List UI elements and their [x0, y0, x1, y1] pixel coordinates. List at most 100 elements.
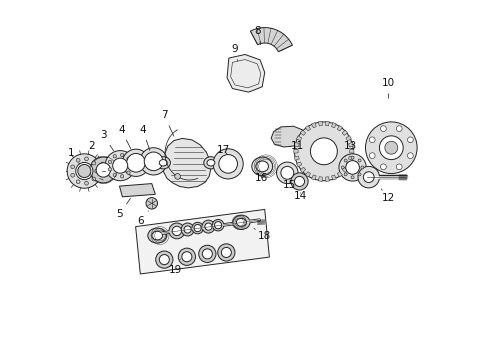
Text: 7: 7 [161, 111, 174, 136]
Circle shape [122, 149, 149, 176]
Circle shape [276, 162, 298, 184]
Ellipse shape [152, 231, 163, 240]
Circle shape [121, 175, 124, 178]
Text: 1: 1 [68, 148, 79, 164]
Circle shape [346, 161, 359, 174]
Polygon shape [300, 167, 306, 172]
Text: 4: 4 [118, 125, 131, 149]
Circle shape [121, 153, 124, 157]
Circle shape [192, 222, 203, 234]
Circle shape [127, 157, 130, 160]
Circle shape [281, 166, 294, 179]
Polygon shape [348, 156, 353, 160]
Polygon shape [296, 136, 302, 141]
Text: 9: 9 [231, 44, 238, 61]
Polygon shape [300, 130, 306, 135]
Circle shape [381, 126, 386, 131]
Circle shape [344, 173, 347, 176]
Polygon shape [250, 28, 293, 52]
Text: 15: 15 [283, 180, 296, 190]
Circle shape [67, 154, 101, 188]
Circle shape [369, 137, 375, 143]
Circle shape [159, 255, 170, 265]
Text: 3: 3 [100, 130, 114, 151]
Circle shape [379, 136, 403, 159]
Polygon shape [332, 175, 336, 180]
Circle shape [178, 248, 196, 265]
Polygon shape [346, 162, 351, 167]
Circle shape [339, 154, 366, 181]
Circle shape [218, 244, 235, 261]
Polygon shape [227, 54, 265, 92]
Text: 6: 6 [138, 211, 148, 226]
Circle shape [212, 220, 224, 231]
Circle shape [341, 166, 344, 169]
Circle shape [205, 223, 212, 230]
Polygon shape [332, 122, 336, 128]
Text: 10: 10 [382, 78, 395, 98]
Ellipse shape [256, 161, 269, 172]
Circle shape [113, 154, 117, 158]
Circle shape [184, 226, 191, 233]
Ellipse shape [204, 157, 218, 169]
Circle shape [408, 153, 413, 158]
Circle shape [92, 177, 96, 181]
Circle shape [91, 157, 116, 183]
Ellipse shape [236, 219, 246, 226]
Polygon shape [294, 156, 299, 160]
Circle shape [194, 225, 201, 231]
Polygon shape [346, 136, 351, 141]
Circle shape [169, 223, 185, 239]
Circle shape [219, 154, 238, 173]
Polygon shape [337, 126, 343, 131]
Circle shape [76, 162, 93, 180]
Text: 11: 11 [291, 141, 304, 151]
Text: 12: 12 [381, 189, 395, 203]
Polygon shape [318, 121, 322, 126]
Circle shape [95, 169, 98, 173]
Circle shape [92, 161, 96, 165]
Circle shape [351, 176, 354, 179]
Circle shape [105, 150, 135, 181]
Ellipse shape [156, 157, 171, 169]
Ellipse shape [159, 159, 167, 166]
Circle shape [366, 122, 417, 174]
Circle shape [358, 173, 361, 176]
Circle shape [126, 153, 146, 172]
Circle shape [344, 159, 347, 162]
Circle shape [294, 176, 304, 186]
Circle shape [202, 220, 215, 233]
Circle shape [181, 223, 194, 236]
Circle shape [96, 163, 111, 177]
Polygon shape [325, 177, 329, 181]
Circle shape [108, 168, 112, 171]
Circle shape [358, 159, 361, 162]
Polygon shape [296, 162, 302, 167]
Text: 5: 5 [116, 198, 130, 219]
Polygon shape [350, 149, 354, 153]
Circle shape [71, 174, 74, 177]
Circle shape [175, 174, 180, 179]
Circle shape [202, 249, 212, 259]
Polygon shape [163, 138, 211, 188]
Ellipse shape [148, 228, 167, 243]
Polygon shape [312, 175, 316, 180]
Circle shape [129, 164, 133, 167]
Text: 19: 19 [169, 259, 182, 275]
Circle shape [385, 141, 398, 154]
Polygon shape [337, 172, 343, 177]
Text: 2: 2 [88, 141, 99, 158]
Circle shape [396, 126, 402, 131]
Text: 18: 18 [254, 228, 271, 240]
Circle shape [381, 164, 386, 170]
Polygon shape [305, 172, 311, 177]
Polygon shape [294, 142, 299, 147]
Circle shape [76, 158, 80, 162]
Polygon shape [342, 130, 347, 135]
Circle shape [113, 158, 128, 173]
Circle shape [182, 252, 192, 262]
Circle shape [156, 251, 173, 268]
Circle shape [351, 156, 354, 159]
Circle shape [76, 180, 80, 184]
Circle shape [108, 160, 112, 163]
